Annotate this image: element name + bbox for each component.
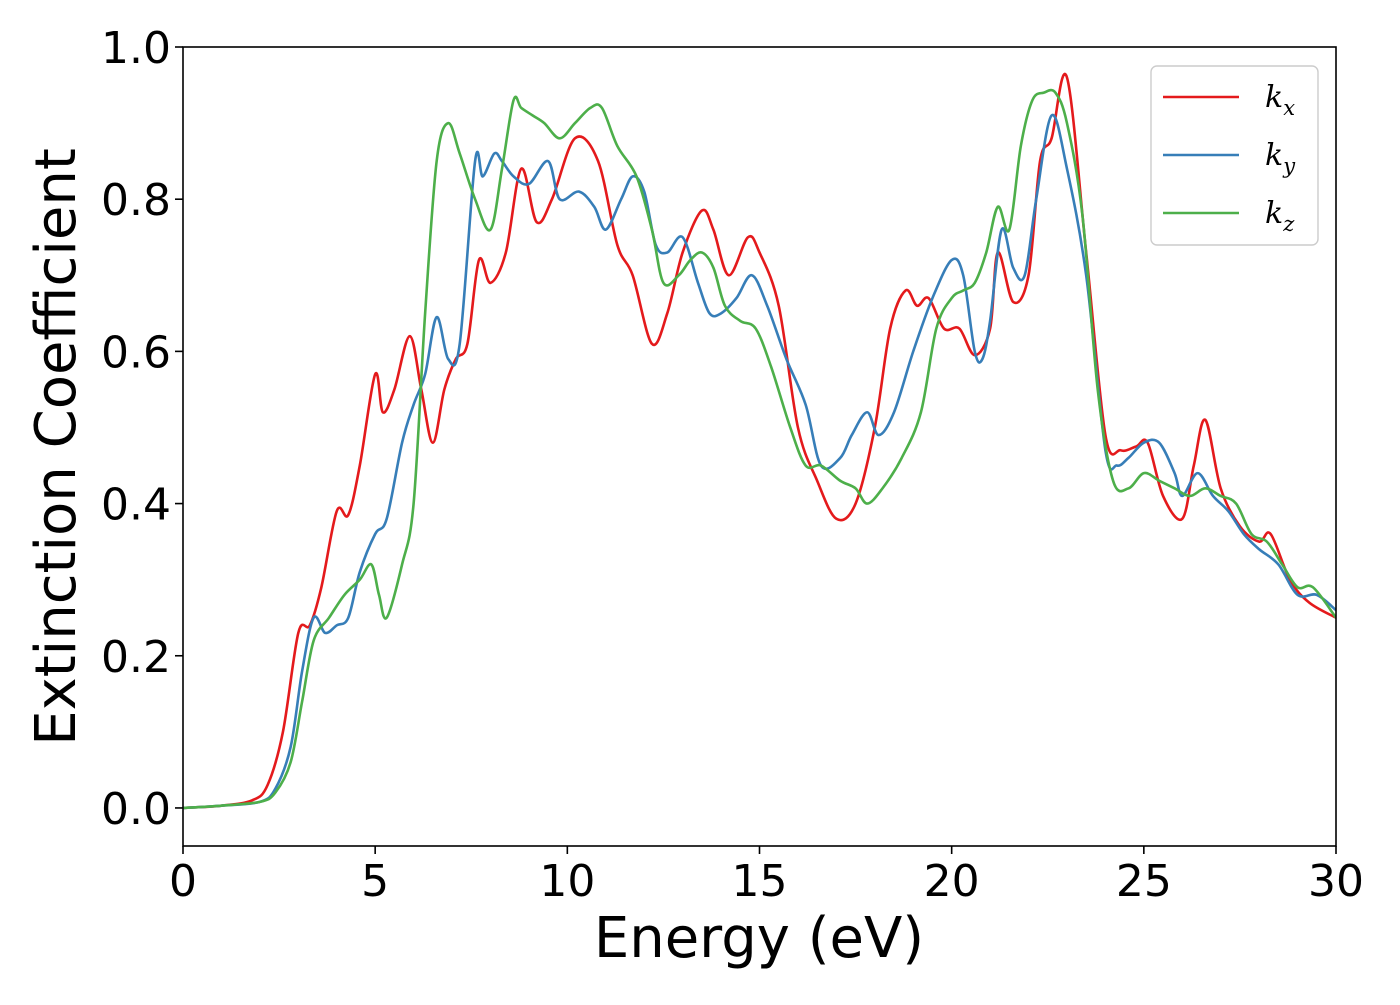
y-axis-title: Extinction Coefficient — [24, 148, 89, 746]
y-axis: 0.0 0.2 0.4 0.6 0.8 1.0 — [101, 23, 183, 835]
y-tick-label: 1.0 — [101, 23, 171, 74]
y-tick-label: 0.8 — [101, 175, 171, 226]
x-tick-label: 20 — [924, 856, 980, 907]
x-tick-label: 5 — [361, 856, 389, 907]
x-axis: 0 5 10 15 20 25 30 — [169, 846, 1364, 907]
y-tick-label: 0.6 — [101, 327, 171, 378]
series-line-kz — [183, 88, 1336, 810]
x-tick-label: 25 — [1116, 856, 1172, 907]
y-tick-label: 0.2 — [101, 632, 171, 683]
y-tick-label: 0.0 — [101, 784, 171, 835]
series-layer — [183, 72, 1336, 810]
x-tick-label: 10 — [539, 856, 595, 907]
x-tick-label: 15 — [732, 856, 788, 907]
series-line-ky — [183, 113, 1336, 810]
x-axis-title: Energy (eV) — [594, 906, 924, 971]
x-tick-label: 0 — [169, 856, 197, 907]
x-tick-label: 30 — [1308, 856, 1364, 907]
y-tick-label: 0.4 — [101, 480, 171, 531]
series-line-kx — [183, 72, 1336, 810]
